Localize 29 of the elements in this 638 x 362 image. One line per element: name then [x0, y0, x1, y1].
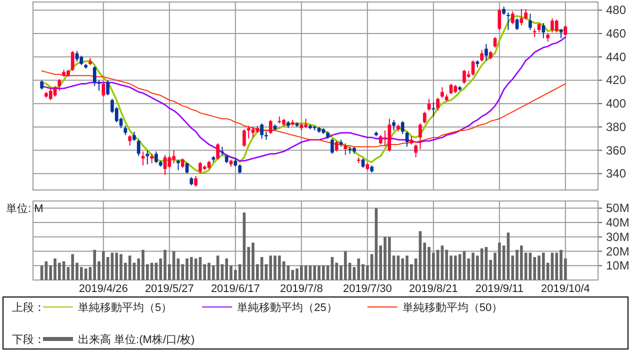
y-tick-label: 340	[606, 166, 626, 181]
x-tick-label: 2019/10/4	[540, 283, 590, 295]
legend-title: 下段：	[12, 334, 45, 346]
legend-title: 上段：	[12, 301, 45, 314]
x-tick-label: 2019/6/17	[210, 283, 260, 295]
y-tick-label: 40M	[606, 216, 630, 230]
legend-label: 出来高 単位:(M株/口/枚)	[78, 333, 195, 346]
y-tick-label: 460	[606, 26, 626, 41]
legend-label: 単純移動平均（50）	[402, 302, 503, 314]
y-tick-label: 30M	[606, 230, 630, 244]
y-tick-label: 360	[606, 143, 626, 158]
y-tick-label: 50M	[606, 201, 630, 216]
x-tick-label: 2019/7/30	[342, 283, 392, 295]
x-tick-label: 2019/9/11	[475, 283, 524, 295]
y-tick-label: 440	[606, 50, 626, 64]
legend-label: 単純移動平均（5）	[78, 302, 172, 314]
y-tick-label: 10M	[606, 258, 630, 273]
y-tick-label: 380	[606, 120, 626, 134]
y-axis-title: 単位: M	[6, 203, 44, 215]
y-tick-label: 480	[606, 3, 626, 18]
legend-label: 単純移動平均（25）	[237, 302, 338, 314]
x-tick-label: 2019/4/26	[78, 283, 128, 295]
y-tick-label: 20M	[606, 244, 630, 258]
x-tick-label: 2019/7/8	[280, 283, 323, 295]
y-tick-label: 400	[606, 96, 626, 111]
x-tick-label: 2019/5/27	[144, 283, 194, 295]
y-tick-label: 420	[606, 73, 626, 88]
x-tick-label: 2019/8/21	[408, 283, 458, 295]
line-series	[41, 36, 566, 162]
